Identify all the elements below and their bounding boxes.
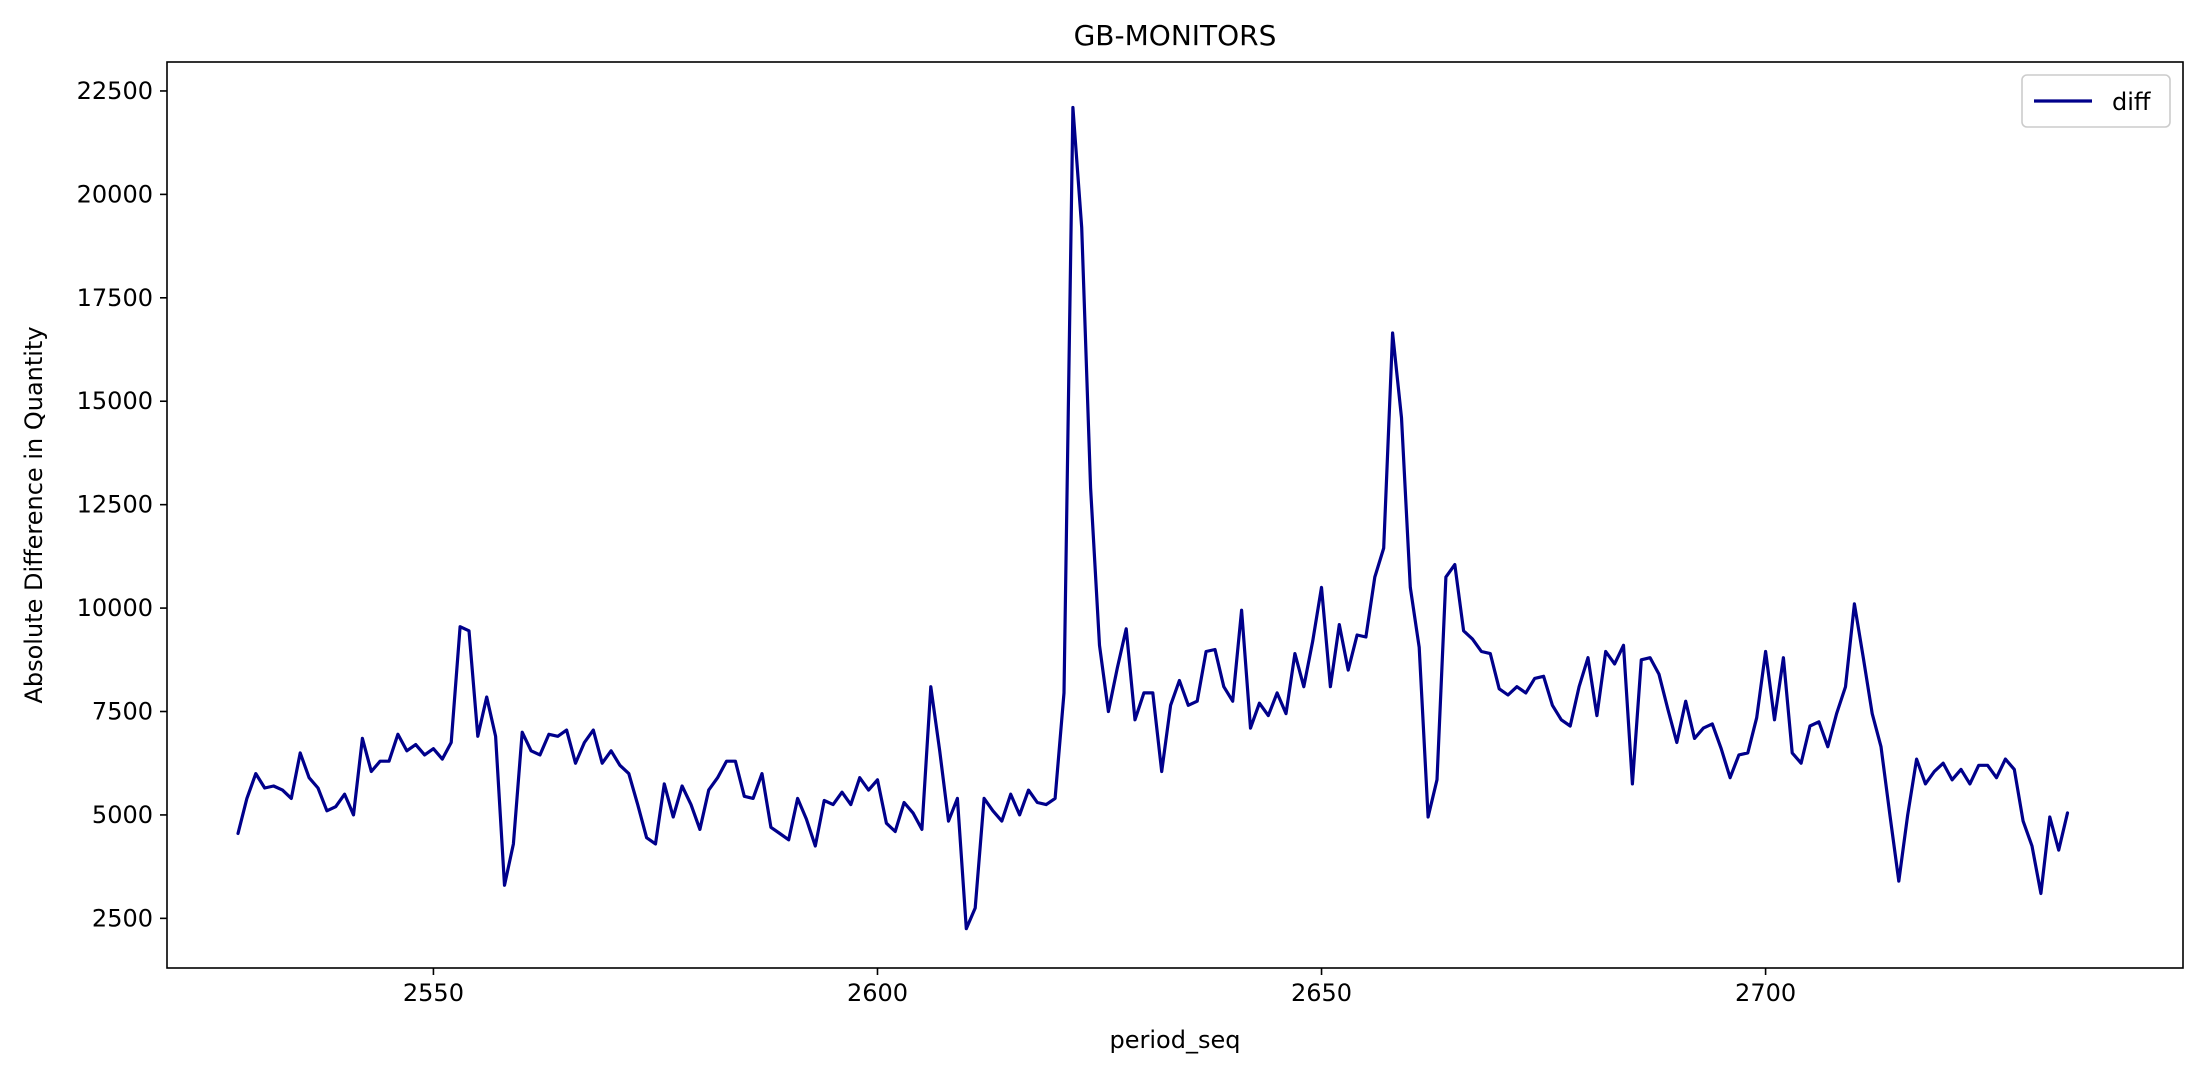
legend: diff [2021,74,2171,128]
diff-series-line [236,105,2070,931]
y-axis-label: Absolute Difference in Quantity [20,326,48,703]
y-tick-label: 10000 [77,594,153,622]
y-tick-label: 5000 [92,801,153,829]
y-tick-label: 12500 [77,491,153,519]
x-axis-label: period_seq [1110,1026,1241,1054]
x-tick-label: 2650 [1291,979,1352,1007]
y-tick-label: 15000 [77,387,153,415]
y-axis-ticks: 2500 5000 7500 10000 12500 15000 17500 20000 225… [77,77,167,932]
x-axis-ticks: 2550 2600 2650 2700 [403,968,1796,1007]
y-tick-label: 2500 [92,904,153,932]
y-tick-label: 22500 [77,77,153,105]
y-tick-label: 17500 [77,284,153,312]
plot-frame [166,61,2184,969]
x-tick-label: 2600 [847,979,908,1007]
x-tick-label: 2700 [1735,979,1796,1007]
legend-box [2021,74,2171,128]
legend-entry-diff: diff [2112,88,2151,116]
chart-title: GB-MONITORS [1074,19,1277,52]
y-tick-label: 20000 [77,180,153,208]
x-tick-label: 2550 [403,979,464,1007]
y-tick-label: 7500 [92,698,153,726]
